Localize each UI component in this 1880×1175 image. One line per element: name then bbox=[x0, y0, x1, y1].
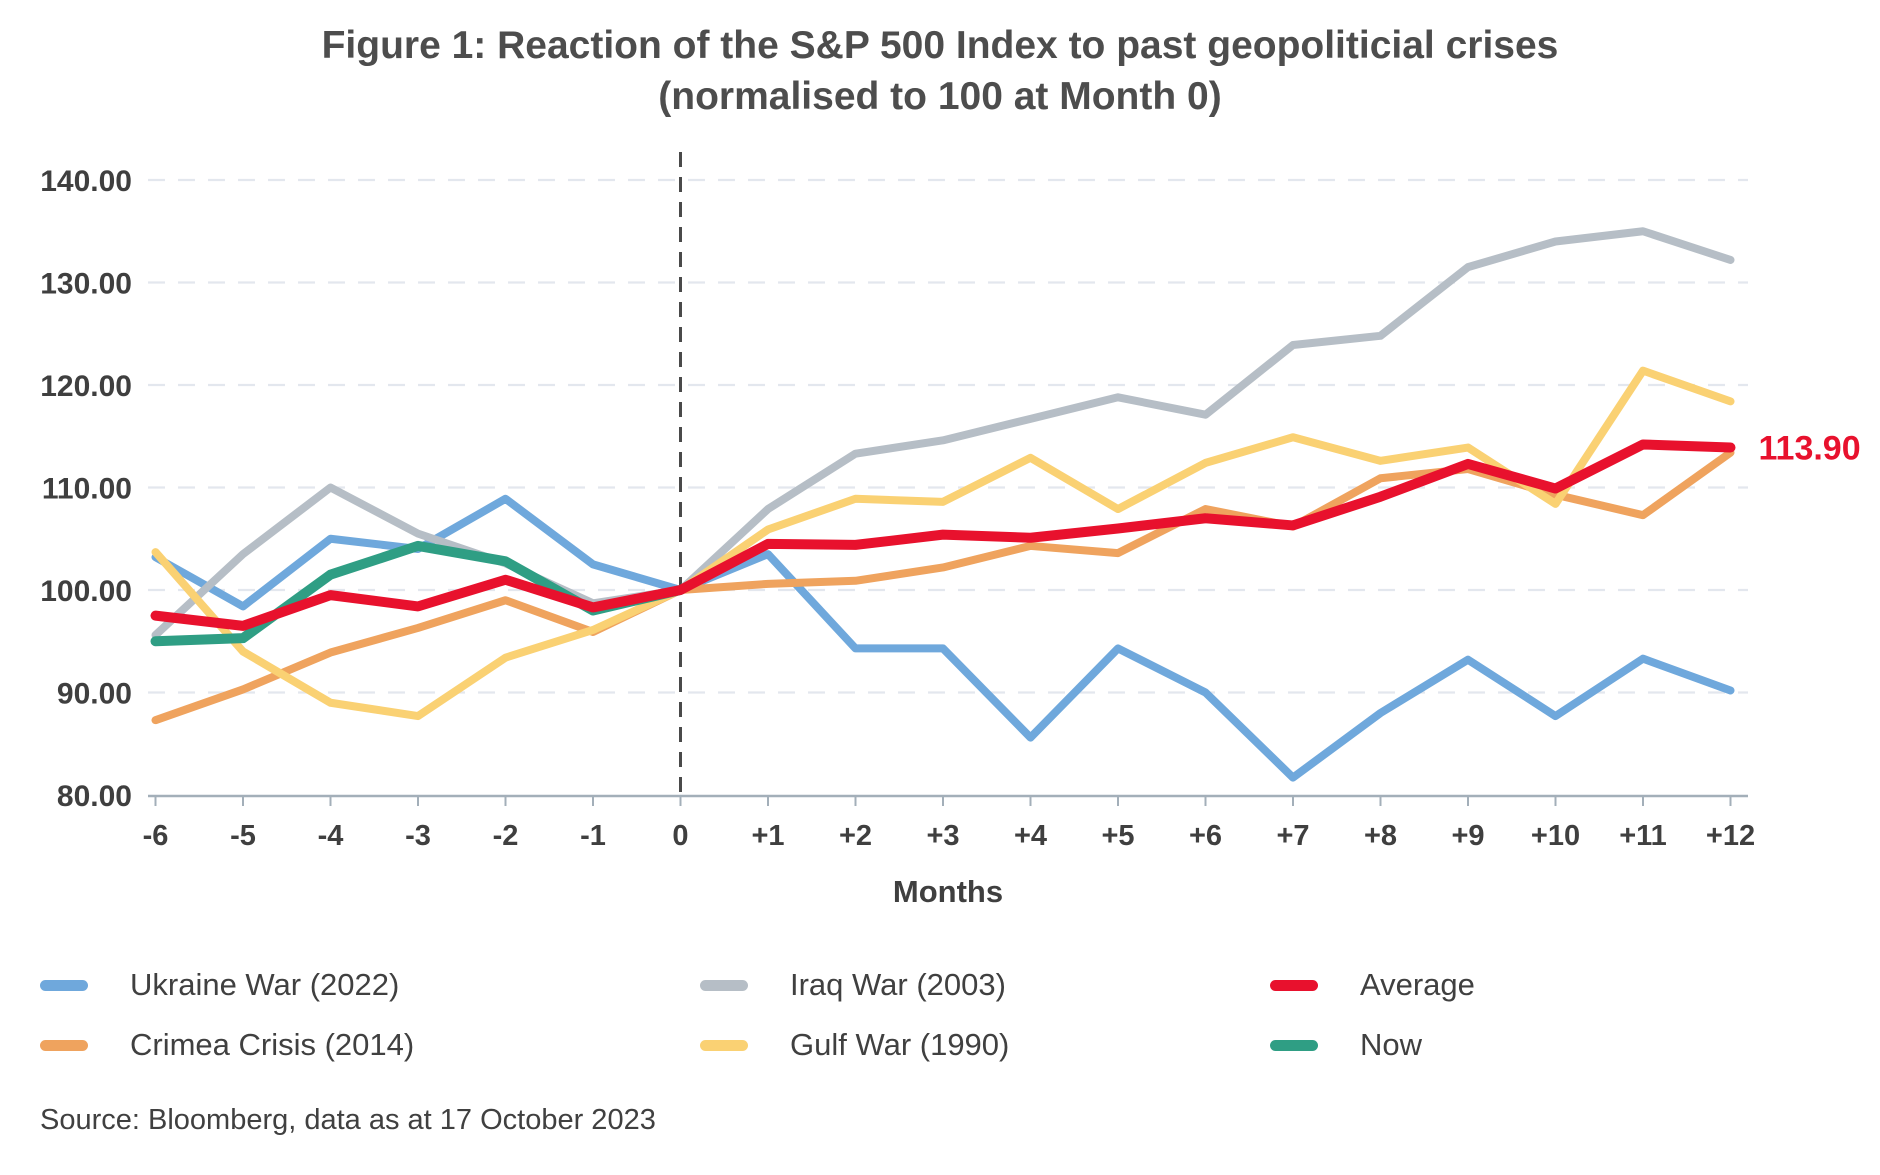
x-axis-tick-label: +6 bbox=[1189, 820, 1222, 852]
x-axis-tick-label: -4 bbox=[318, 820, 344, 852]
x-axis-tick-label: +8 bbox=[1364, 820, 1397, 852]
y-axis-tick-label: 140.00 bbox=[40, 165, 132, 198]
x-axis-tick-label: +12 bbox=[1706, 820, 1755, 852]
legend-swatch-icon bbox=[40, 1039, 88, 1051]
legend-item-now: Now bbox=[1270, 1027, 1423, 1062]
chart-title: Figure 1: Reaction of the S&P 500 Index … bbox=[0, 20, 1880, 122]
x-axis-tick-label: +2 bbox=[839, 820, 872, 852]
x-axis-tick-label: +4 bbox=[1014, 820, 1047, 852]
x-axis-tick-label: 0 bbox=[672, 820, 688, 852]
legend-swatch-icon bbox=[40, 979, 88, 991]
x-axis-tick-label: +5 bbox=[1101, 820, 1134, 852]
x-axis-tick-label: -5 bbox=[230, 820, 256, 852]
legend-swatch-icon bbox=[1270, 979, 1318, 991]
y-axis-tick-label: 80.00 bbox=[57, 780, 132, 813]
x-axis-title: Months bbox=[893, 874, 1003, 909]
x-axis-tick-label: -3 bbox=[405, 820, 431, 852]
x-axis-tick-label: +3 bbox=[926, 820, 959, 852]
series-line-gulf-war-1990 bbox=[151, 366, 1735, 721]
legend-label: Crimea Crisis (2014) bbox=[130, 1027, 415, 1062]
y-axis-tick-label: 130.00 bbox=[40, 268, 132, 301]
x-axis-tick-label: -6 bbox=[143, 820, 169, 852]
legend-label: Now bbox=[1360, 1027, 1423, 1062]
y-axis-tick-label: 120.00 bbox=[40, 370, 132, 403]
legend-label: Average bbox=[1360, 967, 1475, 1002]
y-axis-tick-label: 100.00 bbox=[40, 575, 132, 608]
x-axis-tick-label: -2 bbox=[493, 820, 519, 852]
series-line-average bbox=[150, 439, 1736, 631]
legend-item-crimea-crisis-2014: Crimea Crisis (2014) bbox=[40, 1027, 415, 1062]
legend-swatch-icon bbox=[1270, 1039, 1318, 1051]
series-line-iraq-war-2003 bbox=[151, 227, 1735, 640]
average-end-value-label: 113.90 bbox=[1759, 430, 1861, 468]
legend-label: Gulf War (1990) bbox=[790, 1027, 1010, 1062]
x-axis-tick-label: +9 bbox=[1451, 820, 1484, 852]
x-axis-tick-label: +10 bbox=[1531, 820, 1580, 852]
x-axis-tick-label: -1 bbox=[580, 820, 606, 852]
legend-swatch-icon bbox=[700, 1039, 748, 1051]
legend-item-ukraine-war-2022: Ukraine War (2022) bbox=[40, 967, 400, 1002]
source-note: Source: Bloomberg, data as at 17 October… bbox=[40, 1104, 656, 1136]
legend-item-average: Average bbox=[1270, 967, 1475, 1002]
chart-title-line1: Figure 1: Reaction of the S&P 500 Index … bbox=[321, 24, 1559, 67]
x-axis-tick-label: +11 bbox=[1619, 820, 1667, 852]
legend-label: Ukraine War (2022) bbox=[130, 967, 400, 1002]
legend-label: Iraq War (2003) bbox=[790, 967, 1006, 1002]
y-axis-tick-label: 90.00 bbox=[57, 678, 132, 711]
legend-swatch-icon bbox=[700, 979, 748, 991]
y-axis-tick-label: 110.00 bbox=[42, 473, 132, 506]
chart-title-line2: (normalised to 100 at Month 0) bbox=[658, 75, 1222, 118]
legend-item-gulf-war-1990: Gulf War (1990) bbox=[700, 1027, 1010, 1062]
x-axis-tick-label: +7 bbox=[1276, 820, 1309, 852]
legend-item-iraq-war-2003: Iraq War (2003) bbox=[700, 967, 1006, 1002]
x-axis-tick-label: +1 bbox=[751, 820, 784, 852]
